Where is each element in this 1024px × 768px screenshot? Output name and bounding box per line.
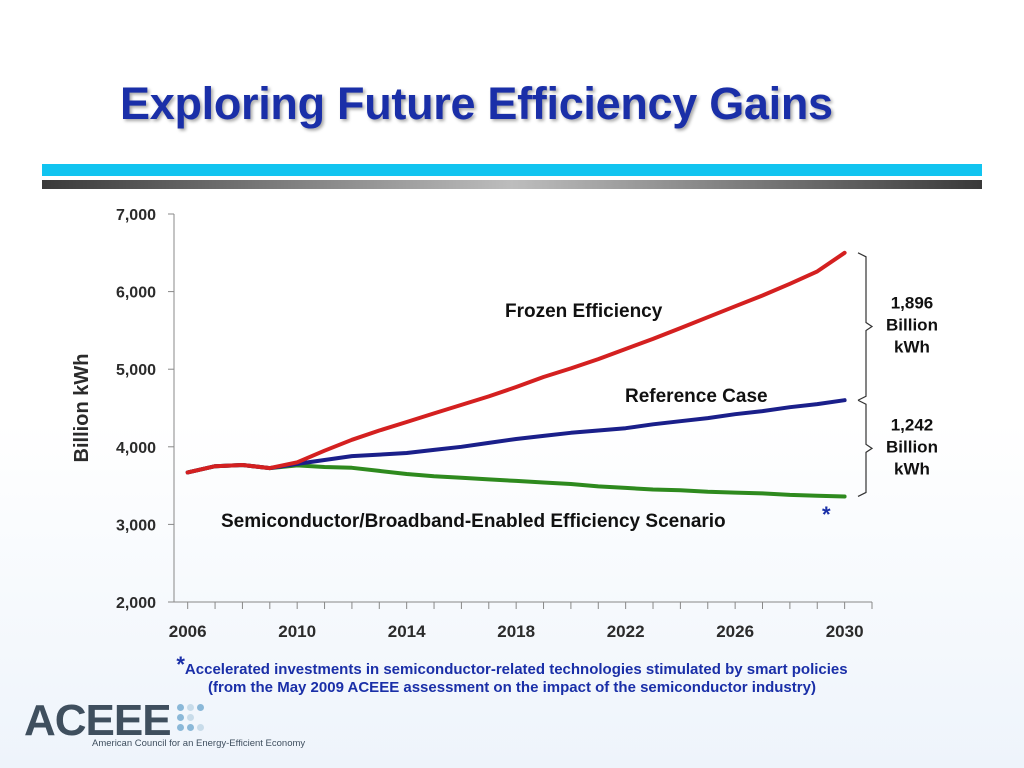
logo-wordmark: ACEEE	[24, 696, 172, 745]
aceee-logo: ACEEE American Council for an Energy-Eff…	[24, 696, 305, 750]
logo-dot	[177, 714, 184, 721]
logo-dot	[187, 714, 194, 721]
chart-axes	[173, 214, 872, 603]
bracket-1	[857, 252, 874, 401]
title-rule-cyan	[42, 164, 982, 176]
bracket-label-1: kWh	[894, 338, 930, 357]
footnote-line-1: *Accelerated investments in semiconducto…	[0, 652, 1024, 678]
series-line-semiconductor-broadband-enabled-efficiency-scenario	[185, 463, 847, 499]
slide-title: Exploring Future Efficiency Gains	[120, 78, 833, 129]
chart-labels: Frozen Efficiency Reference Case Semicondu…	[221, 301, 831, 532]
chart-series	[185, 250, 847, 499]
label-reference-case: Reference Case	[625, 386, 768, 407]
footnote-text-1: Accelerated investments in semiconductor…	[184, 661, 848, 678]
logo-dot	[197, 704, 204, 711]
x-tick-label: 2010	[278, 622, 316, 641]
y-tick-label: 7,000	[116, 207, 156, 224]
energy-consumption-chart: 2,000 3,000 4,000 5,000 6,000 7,000 2006 2010 20…	[71, 207, 938, 641]
footnote-text-2: (from the May 2009 ACEEE assessment on t…	[208, 679, 816, 696]
label-frozen-efficiency: Frozen Efficiency	[505, 301, 663, 322]
series-line-frozen-efficiency	[185, 250, 847, 475]
bracket-label-2: 1,242	[891, 415, 934, 434]
bracket-label-2: kWh	[894, 459, 930, 478]
scenario-asterisk: *	[822, 502, 831, 527]
series-line-reference-case	[185, 398, 847, 475]
label-efficiency-scenario: Semiconductor/Broadband-Enabled Efficien…	[221, 511, 726, 532]
y-tick-label: 6,000	[116, 285, 156, 302]
logo-dot	[187, 704, 194, 711]
bracket-2	[857, 399, 874, 498]
logo-dot	[187, 724, 194, 731]
x-tick-label: 2014	[388, 622, 426, 641]
y-tick-label: 3,000	[116, 517, 156, 534]
footnote-asterisk: *	[176, 652, 185, 677]
y-axis-label: Billion kWh	[71, 354, 93, 463]
chart-ticks: 2,000 3,000 4,000 5,000 6,000 7,000 2006 2010 20…	[116, 207, 873, 641]
logo-dot	[177, 724, 184, 731]
footnote-line-2: (from the May 2009 ACEEE assessment on t…	[0, 679, 1024, 696]
title-rule-grey	[42, 180, 982, 189]
y-tick-label: 4,000	[116, 440, 156, 457]
bracket-label-2: Billion	[886, 437, 938, 456]
bracket-label-1: Billion	[886, 316, 938, 335]
logo-dot	[177, 704, 184, 711]
x-tick-label: 2030	[826, 622, 864, 641]
x-tick-label: 2026	[716, 622, 754, 641]
y-tick-label: 5,000	[116, 362, 156, 379]
chart-brackets: 1,896 Billion kWh 1,242 Billion kWh	[857, 252, 938, 498]
bracket-label-1: 1,896	[891, 294, 934, 313]
logo-dot	[197, 724, 204, 731]
x-tick-label: 2022	[607, 622, 645, 641]
x-tick-label: 2018	[497, 622, 535, 641]
y-tick-label: 2,000	[116, 595, 156, 612]
logo-tagline: American Council for an Energy-Efficient…	[92, 738, 306, 749]
x-tick-label: 2006	[169, 622, 207, 641]
